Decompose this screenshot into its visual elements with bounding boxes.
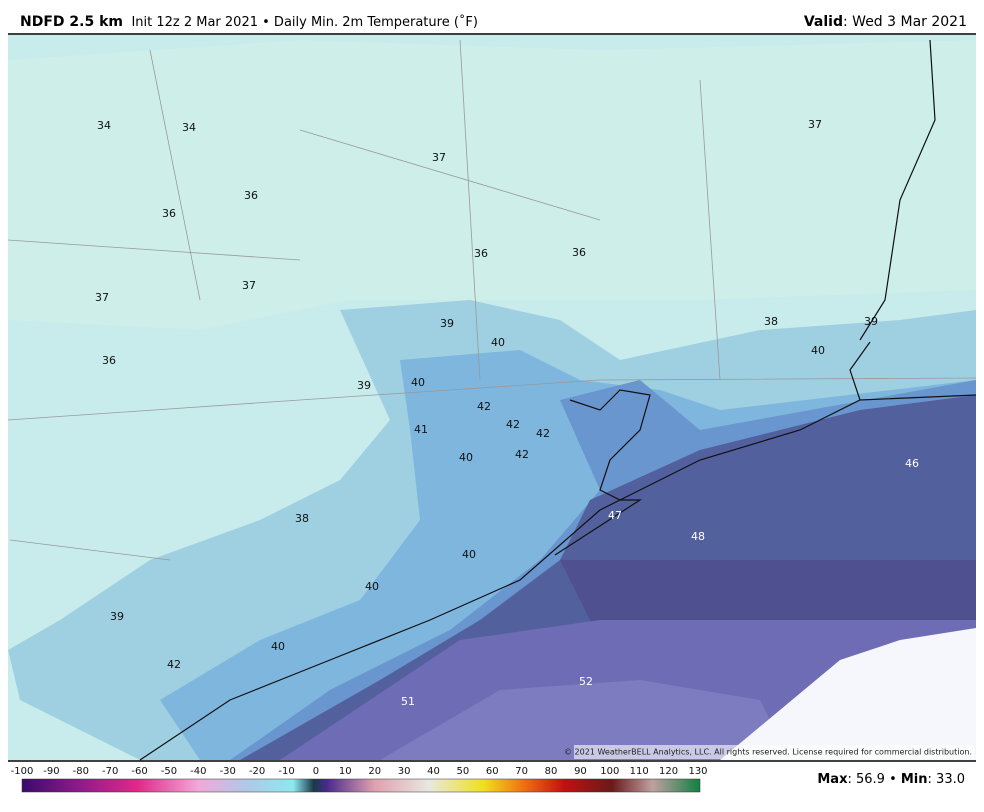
temperature-label: 34 <box>182 121 196 134</box>
temperature-label: 37 <box>808 118 822 131</box>
colorbar-tick-label: 90 <box>574 766 587 777</box>
colorbar-tick-label: -70 <box>102 766 118 777</box>
colorbar-tick-label: -30 <box>220 766 236 777</box>
temperature-label: 34 <box>97 119 111 132</box>
colorbar-tick-label: 60 <box>486 766 499 777</box>
temperature-label: 40 <box>411 376 425 389</box>
temperature-label: 41 <box>414 423 428 436</box>
colorbar-tick-label: -100 <box>11 766 34 777</box>
colorbar-tick-label: 110 <box>630 766 649 777</box>
temperature-label: 47 <box>608 509 622 522</box>
colorbar-tick-label: 130 <box>688 766 707 777</box>
colorbar-tick-label: -20 <box>249 766 265 777</box>
temperature-label: 42 <box>477 400 491 413</box>
colorbar <box>21 778 701 793</box>
max-label: Max <box>817 772 848 787</box>
temperature-label: 36 <box>102 354 116 367</box>
temperature-label: 39 <box>864 315 878 328</box>
temperature-label: 40 <box>365 580 379 593</box>
temperature-label: 42 <box>506 418 520 431</box>
colorbar-tick-label: 50 <box>457 766 470 777</box>
temperature-label: 42 <box>167 658 181 671</box>
temperature-label: 48 <box>691 530 705 543</box>
temperature-label: 37 <box>95 291 109 304</box>
valid-label: Valid <box>804 14 843 30</box>
temperature-label: 46 <box>905 457 919 470</box>
colorbar-tick-label: 20 <box>368 766 381 777</box>
temperature-label: 36 <box>162 207 176 220</box>
min-value: : 33.0 <box>928 772 965 787</box>
colorbar-tick-label: 70 <box>515 766 528 777</box>
colorbar-tick-label: 0 <box>313 766 319 777</box>
temperature-label: 39 <box>110 610 124 623</box>
temperature-label: 39 <box>440 317 454 330</box>
header: NDFD 2.5 km Init 12z 2 Mar 2021 • Daily … <box>20 14 478 31</box>
temperature-label: 40 <box>811 344 825 357</box>
colorbar-tick-label: 10 <box>339 766 352 777</box>
colorbar-tick-label: 30 <box>398 766 411 777</box>
temperature-label: 39 <box>357 379 371 392</box>
temperature-label: 40 <box>462 548 476 561</box>
map: © 2021 WeatherBELL Analytics, LLC. All r… <box>7 35 977 761</box>
temperature-label: 38 <box>295 512 309 525</box>
colorbar-tick-label: -50 <box>161 766 177 777</box>
max-value: : 56.9 • <box>847 772 900 787</box>
temperature-label: 40 <box>459 451 473 464</box>
colorbar-tick-label: -60 <box>131 766 147 777</box>
temperature-label: 40 <box>271 640 285 653</box>
product: NDFD 2.5 km <box>20 14 123 30</box>
temperature-label: 36 <box>244 189 258 202</box>
colorbar-tick-label: -40 <box>190 766 206 777</box>
description: Init 12z 2 Mar 2021 • Daily Min. 2m Temp… <box>131 14 478 30</box>
temperature-label: 40 <box>491 336 505 349</box>
temperature-label: 37 <box>242 279 256 292</box>
temperature-label: 36 <box>572 246 586 259</box>
valid: Valid: Wed 3 Mar 2021 <box>804 14 967 30</box>
temperature-label: 42 <box>515 448 529 461</box>
colorbar-tick-label: 40 <box>427 766 440 777</box>
colorbar-tick-label: -10 <box>278 766 294 777</box>
temperature-label: 42 <box>536 427 550 440</box>
temperature-label: 52 <box>579 675 593 688</box>
temperature-label: 37 <box>432 151 446 164</box>
colorbar-tick-label: -80 <box>73 766 89 777</box>
colorbar-tick-label: 120 <box>659 766 678 777</box>
copyright: © 2021 WeatherBELL Analytics, LLC. All r… <box>564 748 972 757</box>
temperature-label: 38 <box>764 315 778 328</box>
footer: Max: 56.9 • Min: 33.0 <box>817 772 965 787</box>
temperature-label: 51 <box>401 695 415 708</box>
temperature-label: 36 <box>474 247 488 260</box>
min-label: Min <box>901 772 928 787</box>
colorbar-tick-label: 100 <box>600 766 619 777</box>
colorbar-tick-label: -90 <box>43 766 59 777</box>
valid-value: : Wed 3 Mar 2021 <box>843 14 967 30</box>
colorbar-tick-label: 80 <box>545 766 558 777</box>
